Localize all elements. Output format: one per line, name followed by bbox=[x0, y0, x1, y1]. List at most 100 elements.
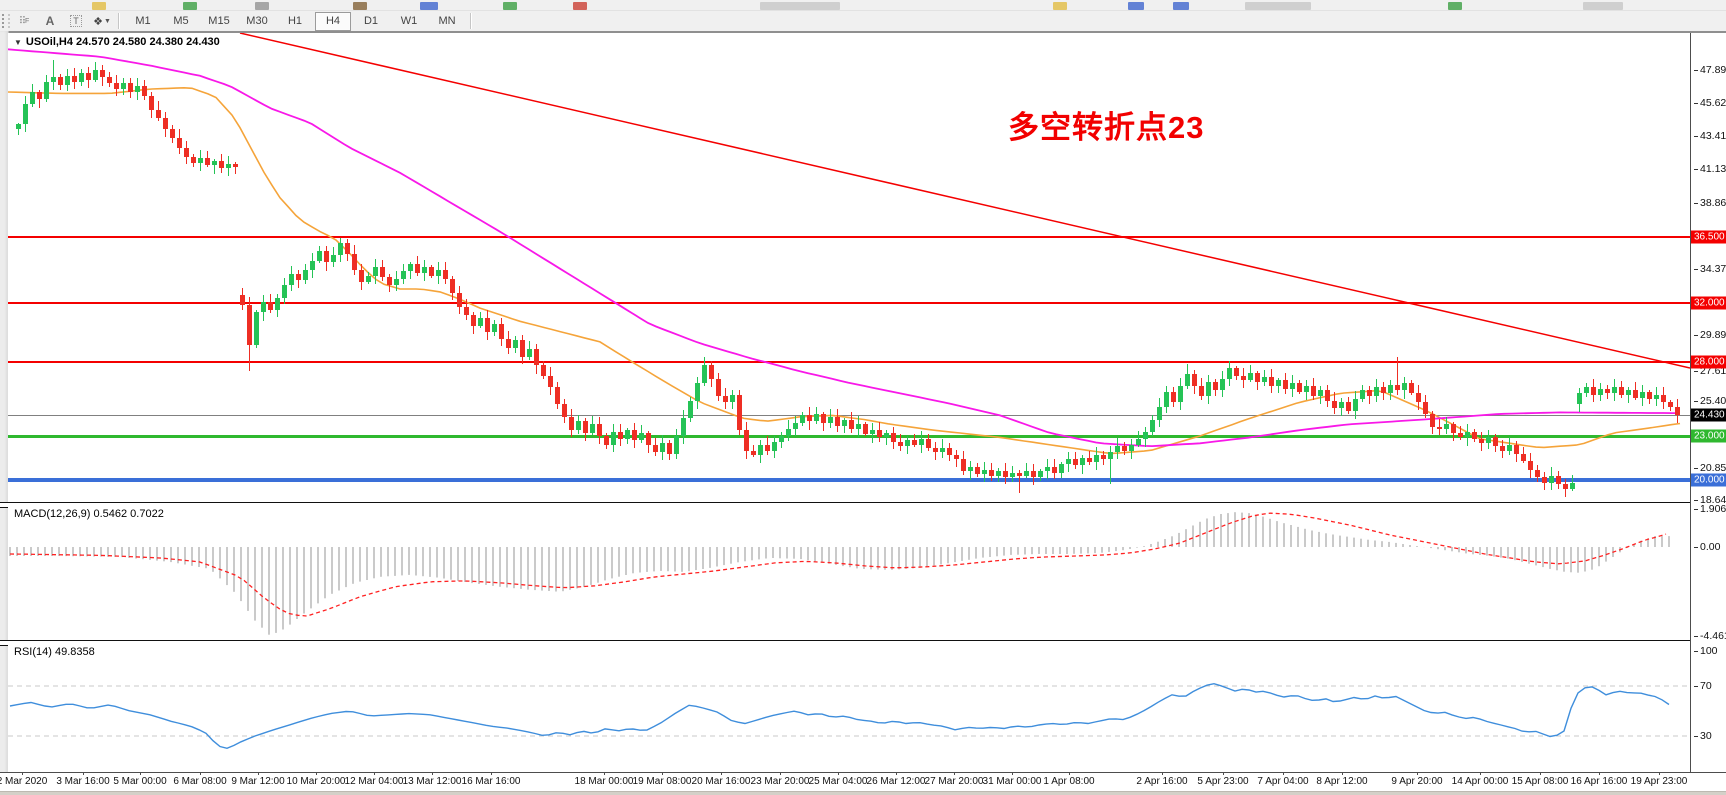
clipped-icon bbox=[1128, 2, 1144, 10]
time-tick-label: 27 Mar 20:00 bbox=[924, 776, 984, 787]
time-tick-mark bbox=[258, 772, 259, 775]
axis-tick-label: 29.890 bbox=[1694, 329, 1726, 341]
chart-annotation-text[interactable]: 多空转折点23 bbox=[1008, 110, 1205, 145]
price-level-badge: 23.000 bbox=[1691, 429, 1726, 443]
timeframe-button-m5[interactable]: M5 bbox=[173, 14, 189, 27]
time-tick-label: 19 Apr 23:00 bbox=[1630, 776, 1688, 787]
time-tick-label: 25 Mar 04:00 bbox=[808, 776, 868, 787]
toolbar-separator bbox=[118, 13, 120, 29]
time-tick-label: 9 Mar 12:00 bbox=[231, 776, 285, 787]
time-tick-mark bbox=[491, 772, 492, 775]
timeframe-button-h1[interactable]: H1 bbox=[287, 14, 303, 27]
time-tick-mark bbox=[83, 772, 84, 775]
time-tick-label: 8 Apr 12:00 bbox=[1316, 776, 1368, 787]
price-level-badge: 32.000 bbox=[1691, 296, 1726, 310]
arrows-icon: ❖ bbox=[93, 15, 103, 28]
rsi-label: RSI(14) 49.8358 bbox=[14, 646, 95, 658]
timeframe-button-mn[interactable]: MN bbox=[438, 14, 456, 27]
toolbar-separator bbox=[470, 13, 472, 29]
rsi-plot bbox=[8, 682, 1690, 750]
time-tick-mark bbox=[1417, 772, 1418, 775]
clipped-icon bbox=[503, 2, 517, 10]
axis-tick-label: 0.00 bbox=[1694, 541, 1720, 553]
time-tick-label: 19 Mar 08:00 bbox=[632, 776, 692, 787]
clipped-icon bbox=[1448, 2, 1462, 10]
timeframe-button-h4[interactable]: H4 bbox=[315, 11, 351, 31]
arrow-objects-tool[interactable]: ❖ ▼ bbox=[90, 13, 114, 30]
price-chart-pane[interactable]: ▼ USOil,H4 24.570 24.580 24.380 24.430 多空… bbox=[8, 33, 1690, 502]
axis-tick-label: 25.405 bbox=[1694, 395, 1726, 407]
timeframe-button-w1[interactable]: W1 bbox=[400, 14, 418, 27]
timeframe-button-m15[interactable]: M15 bbox=[208, 14, 230, 27]
price-level-line-32[interactable] bbox=[8, 302, 1690, 304]
timeframe-button-d1[interactable]: D1 bbox=[363, 14, 379, 27]
macd-signal-line bbox=[9, 512, 1667, 617]
time-tick-mark bbox=[1342, 772, 1343, 775]
time-tick-label: 3 Mar 16:00 bbox=[56, 776, 110, 787]
time-tick-label: 26 Mar 12:00 bbox=[866, 776, 926, 787]
time-tick-label: 12 Mar 04:00 bbox=[344, 776, 404, 787]
time-tick-mark bbox=[374, 772, 375, 775]
time-tick-mark bbox=[896, 772, 897, 775]
time-tick-label: 10 Mar 20:00 bbox=[286, 776, 346, 787]
time-tick-label: 5 Apr 23:00 bbox=[1197, 776, 1249, 787]
time-tick-mark bbox=[140, 772, 141, 775]
time-tick-label: 1 Apr 08:00 bbox=[1043, 776, 1095, 787]
time-tick-label: 2 Mar 2020 bbox=[0, 776, 48, 787]
price-level-badge: 20.000 bbox=[1691, 473, 1726, 487]
clipped-icon bbox=[1245, 2, 1311, 10]
macd-indicator-pane[interactable]: MACD(12,26,9) 0.5462 0.7022 bbox=[8, 506, 1690, 640]
price-level-line-23[interactable] bbox=[8, 435, 1690, 438]
price-level-line-36.5[interactable] bbox=[8, 236, 1690, 238]
axis-tick-label: 18.645 bbox=[1694, 494, 1726, 506]
price-level-line-28[interactable] bbox=[8, 361, 1690, 363]
time-tick-mark bbox=[22, 772, 23, 775]
time-tick-label: 13 Mar 12:00 bbox=[402, 776, 462, 787]
timeframe-button-m1[interactable]: M1 bbox=[135, 14, 151, 27]
time-tick-mark bbox=[780, 772, 781, 775]
price-level-line-24.43[interactable] bbox=[8, 415, 1690, 416]
clipped-icon bbox=[1173, 2, 1189, 10]
clipped-icon bbox=[420, 2, 438, 10]
clipped-icon bbox=[255, 2, 269, 10]
time-tick-label: 20 Mar 16:00 bbox=[691, 776, 751, 787]
rsi-indicator-pane[interactable]: RSI(14) 49.8358 bbox=[8, 644, 1690, 772]
time-tick-mark bbox=[662, 772, 663, 775]
time-tick-mark bbox=[1223, 772, 1224, 775]
time-axis[interactable] bbox=[0, 772, 1726, 792]
text-box-tool[interactable]: T bbox=[64, 13, 88, 30]
time-tick-label: 7 Apr 04:00 bbox=[1257, 776, 1309, 787]
dots-grid-icon: ⠿ bbox=[18, 15, 26, 27]
axis-tick-label: 41.135 bbox=[1694, 163, 1726, 175]
price-level-badge: 28.000 bbox=[1691, 355, 1726, 369]
time-tick-label: 9 Apr 20:00 bbox=[1391, 776, 1443, 787]
time-tick-mark bbox=[1069, 772, 1070, 775]
axis-tick-label: 38.860 bbox=[1694, 197, 1726, 209]
time-tick-mark bbox=[954, 772, 955, 775]
main-toolbar: ⠿ F A T ❖ ▼ M1 M5 M15 M30 H1 H4 D1 W1 MN bbox=[0, 11, 1726, 31]
symbol-ohlc-label: ▼ USOil,H4 24.570 24.580 24.380 24.430 bbox=[14, 36, 220, 48]
grid-tool-icon[interactable]: ⠿ F bbox=[18, 15, 30, 27]
ma-fast-line bbox=[8, 86, 1681, 455]
rsi-line bbox=[9, 682, 1670, 750]
text-label-tool[interactable]: A bbox=[45, 14, 55, 28]
toolbar-grip[interactable] bbox=[2, 14, 10, 28]
collapse-triangle-icon[interactable]: ▼ bbox=[14, 38, 22, 47]
clipped-icon bbox=[1053, 2, 1067, 10]
clipped-icon bbox=[183, 2, 197, 10]
axis-tick-label: 20.855 bbox=[1694, 462, 1726, 474]
price-level-line-20[interactable] bbox=[8, 478, 1690, 482]
descending-trendline[interactable] bbox=[239, 33, 1690, 369]
clipped-toolbar-strip bbox=[0, 0, 1726, 11]
time-tick-label: 31 Mar 00:00 bbox=[982, 776, 1042, 787]
clipped-icon bbox=[573, 2, 587, 10]
time-tick-mark bbox=[1480, 772, 1481, 775]
clipped-icon bbox=[92, 2, 106, 10]
chevron-down-icon: ▼ bbox=[103, 17, 111, 25]
time-tick-mark bbox=[838, 772, 839, 775]
time-tick-mark bbox=[604, 772, 605, 775]
timeframe-button-m30[interactable]: M30 bbox=[246, 14, 268, 27]
ma-slow-line bbox=[8, 48, 1680, 448]
axis-tick-label: 1.9069 bbox=[1694, 503, 1726, 515]
price-axis[interactable] bbox=[1690, 33, 1726, 772]
